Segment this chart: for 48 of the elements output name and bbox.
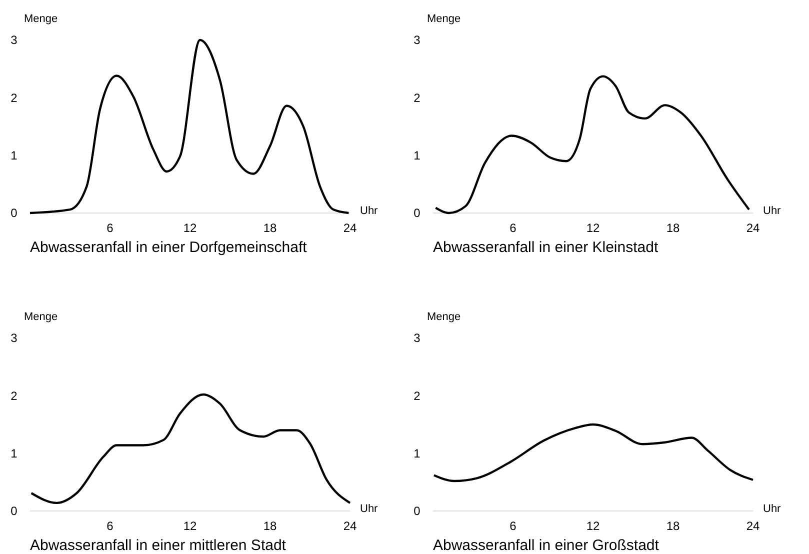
x-tick-label: 6 — [510, 221, 517, 235]
x-tick-label: 12 — [183, 519, 197, 533]
x-axis-title: Uhr — [360, 205, 378, 217]
x-tick-label: 18 — [666, 221, 680, 235]
x-tick-label: 24 — [343, 221, 357, 235]
text: Abwasseranfall in einer Kleinstadt — [433, 239, 659, 256]
x-tick-label: 18 — [666, 519, 680, 533]
text: Abwasseranfall in einer mittleren Stadt — [30, 537, 287, 554]
x-tick-label: 6 — [106, 221, 114, 235]
y-tick-label: 3 — [10, 331, 18, 346]
x-tick-label: 24 — [746, 519, 760, 533]
line-series — [432, 423, 754, 482]
y-tick-label: 0 — [414, 206, 421, 220]
x-tick-label: 12 — [586, 519, 600, 533]
x-tick-label: 18 — [263, 519, 277, 533]
x-tick-label: 18 — [263, 221, 277, 235]
x-tick-label: 6 — [510, 519, 517, 533]
x-tick-label: 24 — [343, 519, 357, 533]
line-series — [28, 38, 350, 214]
y-tick-label: 1 — [414, 148, 421, 163]
y-axis-title: Menge — [24, 311, 58, 323]
y-tick-label: 1 — [10, 148, 18, 163]
y-tick-label: 0 — [10, 206, 18, 220]
y-tick-label: 0 — [414, 504, 421, 518]
line-series — [434, 75, 750, 214]
x-tick-label: 12 — [586, 221, 600, 235]
y-axis-title: Menge — [427, 311, 461, 323]
x-tick-label: 12 — [183, 221, 197, 235]
line-series — [30, 393, 352, 504]
text: Abwasseranfall in einer Dorfgemeinschaft — [30, 239, 308, 256]
x-tick-label: 24 — [746, 221, 760, 235]
x-tick-label: 6 — [106, 519, 114, 533]
y-tick-label: 3 — [10, 33, 18, 48]
x-axis-title: Uhr — [763, 503, 782, 515]
y-tick-label: 2 — [10, 388, 18, 403]
y-tick-label: 3 — [414, 331, 421, 346]
y-tick-label: 2 — [414, 388, 421, 403]
y-axis-title: Menge — [24, 13, 58, 25]
y-tick-label: 1 — [414, 446, 421, 461]
text: Abwasseranfall in einer Großstadt — [433, 537, 660, 554]
y-axis-title: Menge — [427, 13, 461, 25]
y-tick-label: 2 — [10, 90, 18, 105]
x-axis-title: Uhr — [360, 503, 378, 515]
y-tick-label: 0 — [10, 504, 18, 518]
x-axis-title: Uhr — [763, 205, 782, 217]
y-tick-label: 1 — [10, 446, 18, 461]
y-tick-label: 3 — [414, 33, 421, 48]
y-tick-label: 2 — [414, 90, 421, 105]
